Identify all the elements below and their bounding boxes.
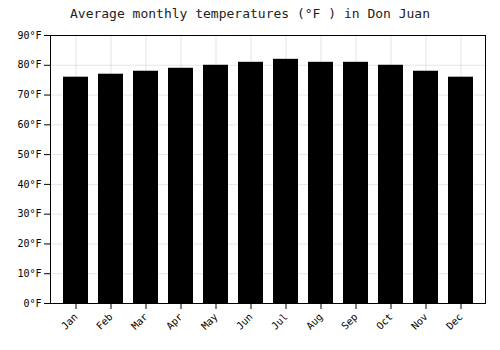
svg-text:70°F: 70°F (17, 89, 41, 100)
svg-text:0°F: 0°F (23, 298, 41, 309)
svg-text:Jun: Jun (234, 311, 255, 332)
svg-text:Nov: Nov (409, 311, 430, 332)
svg-text:Jul: Jul (269, 311, 290, 332)
svg-text:May: May (199, 311, 220, 332)
svg-text:Feb: Feb (94, 311, 115, 332)
svg-text:10°F: 10°F (17, 268, 41, 279)
svg-text:40°F: 40°F (17, 179, 41, 190)
svg-text:Oct: Oct (374, 311, 395, 332)
svg-text:50°F: 50°F (17, 149, 41, 160)
svg-text:Mar: Mar (129, 311, 150, 332)
svg-text:90°F: 90°F (17, 30, 41, 41)
svg-text:Aug: Aug (304, 311, 325, 332)
svg-text:Jan: Jan (59, 311, 80, 332)
html-text:Average monthly temperatures (: Average monthly temperatures (°F ) in Do… (70, 6, 430, 21)
svg-text:60°F: 60°F (17, 119, 41, 130)
svg-text:Apr: Apr (164, 311, 185, 332)
svg-text:Dec: Dec (444, 311, 465, 332)
svg-text:30°F: 30°F (17, 208, 41, 219)
svg-text:20°F: 20°F (17, 238, 41, 249)
svg-text:Sep: Sep (339, 311, 360, 332)
svg-text:80°F: 80°F (17, 59, 41, 70)
